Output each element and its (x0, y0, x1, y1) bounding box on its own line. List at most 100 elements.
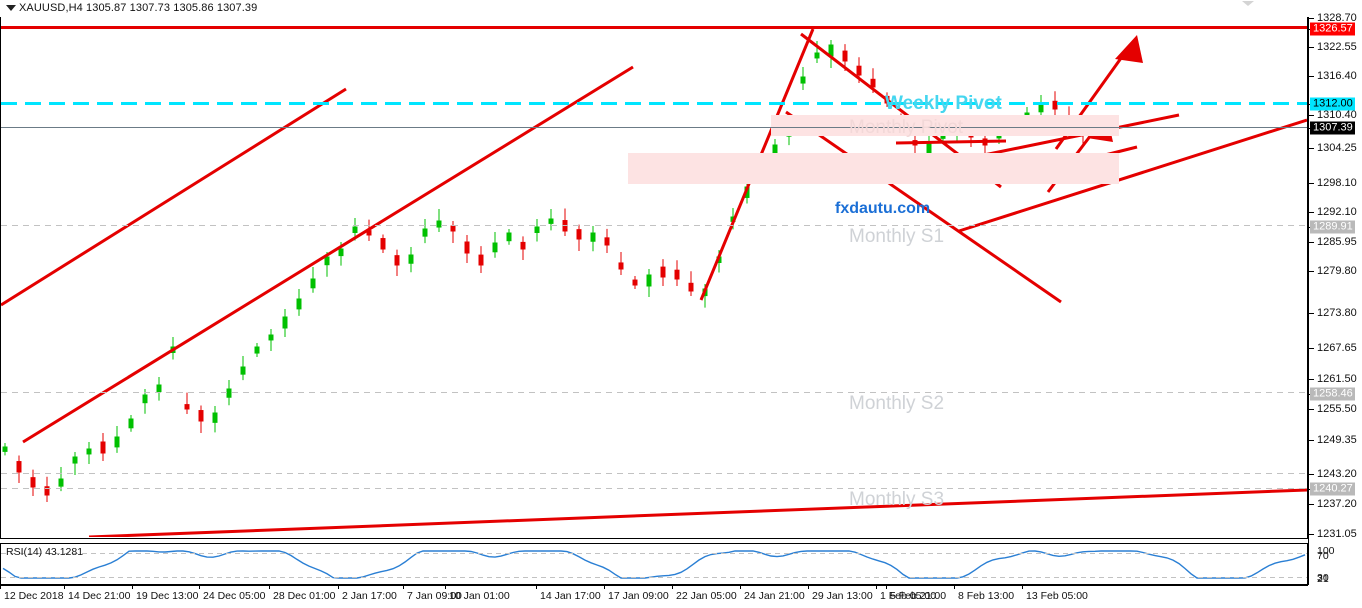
candle-body (240, 366, 246, 375)
candle-body (380, 238, 386, 250)
candle-body (660, 266, 666, 278)
time-tick (740, 585, 741, 589)
candle-body (408, 254, 414, 264)
candle-body (226, 388, 232, 398)
price-tick (1309, 271, 1314, 272)
price-tick (1309, 348, 1314, 349)
candle-body (16, 461, 22, 473)
time-axis-line (0, 585, 1308, 586)
candle-body (282, 316, 288, 329)
trendline-group (1, 28, 1307, 537)
price-label: 1310.40 (1317, 109, 1357, 121)
annotation-weekly-pivot: Weekly Pivot (885, 93, 1002, 114)
channel-lower-helper (3, 305, 353, 447)
price-tick (1309, 440, 1314, 441)
supply-zone-upper (771, 115, 1119, 136)
time-tick (886, 585, 887, 589)
price-tick (1309, 379, 1314, 380)
time-label: 22 Jan 05:00 (676, 590, 737, 602)
price-label: 1304.25 (1317, 142, 1357, 154)
triangle-down-icon[interactable] (6, 5, 16, 11)
candle-body (30, 477, 36, 488)
candle-body (492, 242, 498, 253)
rsi-axis-label: 30 (1317, 572, 1329, 584)
price-label: 1261.50 (1317, 373, 1357, 385)
time-tick (604, 585, 605, 589)
candle-body (814, 52, 820, 59)
time-label: 14 Jan 17:00 (540, 590, 601, 602)
candle-body (86, 448, 92, 455)
price-tick (1309, 115, 1314, 116)
time-tick (64, 585, 65, 589)
candle-body (604, 237, 610, 246)
price-tick (1309, 242, 1314, 243)
price-badge-cyan: 1312.00 (1310, 97, 1355, 111)
price-label: 1231.05 (1317, 528, 1357, 540)
monthly-s3-line (1, 488, 1307, 489)
time-label: 24 Jan 21:00 (744, 590, 805, 602)
candle-body (44, 486, 50, 496)
candle-body (926, 142, 932, 154)
time-tick (403, 585, 404, 589)
arrow-1-head (1115, 35, 1143, 63)
price-tick (1309, 18, 1314, 19)
demand-zone-lower (628, 153, 1119, 184)
candle-body (534, 226, 540, 233)
price-chart-pane[interactable]: Monthly Pivot Weekly Pivot fxdautu.com M… (0, 17, 1308, 539)
candle-body (520, 241, 526, 250)
rsi-indicator-pane[interactable]: RSI(14) 43.1281 (0, 543, 1308, 585)
candle-body (870, 78, 876, 88)
time-tick (132, 585, 133, 589)
price-tick (1309, 76, 1314, 77)
time-axis[interactable]: 12 Dec 2018 14 Dec 21:00 19 Dec 13:00 24 De… (0, 585, 1362, 608)
price-label: 1292.10 (1317, 206, 1357, 218)
price-label: 1316.40 (1317, 70, 1357, 82)
candle-body (506, 232, 512, 242)
candle-body (688, 282, 694, 292)
time-label: 8 Feb 13:00 (958, 590, 1015, 602)
time-tick (1022, 585, 1023, 589)
candle-body (464, 241, 470, 254)
candle-body (646, 274, 652, 287)
time-tick (808, 585, 809, 589)
candle-body (114, 436, 120, 448)
candle-body (632, 279, 638, 286)
candle-body (450, 225, 456, 232)
candle-body (1052, 100, 1058, 110)
time-tick (445, 585, 446, 589)
candle-body (156, 384, 162, 393)
annotation-monthly-pivot: Monthly Pivot (849, 117, 964, 138)
time-tick (0, 585, 1, 589)
time-label: 14 Dec 21:00 (68, 590, 131, 602)
long-ascending-support (88, 488, 1307, 537)
channel-upper-line (22, 65, 634, 444)
time-tick (876, 585, 877, 589)
scroll-marker-icon[interactable] (1242, 1, 1254, 6)
candle-body (548, 218, 554, 224)
candle-body (296, 298, 302, 310)
price-badge-gray: 1289.91 (1310, 220, 1355, 234)
rsi-axis-label: 100 (1317, 545, 1335, 557)
monthly-pivot-line (1, 127, 1307, 128)
candle-body (772, 144, 778, 154)
time-tick (536, 585, 537, 589)
right-ascending-support (958, 118, 1307, 233)
price-label: 1273.80 (1317, 307, 1357, 319)
price-tick (1309, 212, 1314, 213)
candle-body (352, 226, 358, 233)
candle-body (142, 394, 148, 404)
symbol-ohlc-label: XAUUSD,H4 1305.87 1307.73 1305.86 1307.3… (19, 2, 258, 14)
price-label: 1267.65 (1317, 342, 1357, 354)
candle-body (674, 269, 680, 280)
price-badge-black: 1307.39 (1310, 121, 1355, 135)
price-tick (1309, 313, 1314, 314)
chart-header: XAUUSD,H4 1305.87 1307.73 1305.86 1307.3… (0, 0, 1362, 17)
price-axis[interactable]: 1328.70 1326.57 1322.55 1316.40 1312.00 1310.… (1308, 12, 1362, 585)
candle-body (324, 256, 330, 266)
candle-body (198, 410, 204, 422)
rsi-line-series (2, 550, 1306, 579)
rsi-label: RSI(14) 43.1281 (6, 546, 84, 558)
candle-body (100, 441, 106, 454)
candle-body (422, 228, 428, 237)
